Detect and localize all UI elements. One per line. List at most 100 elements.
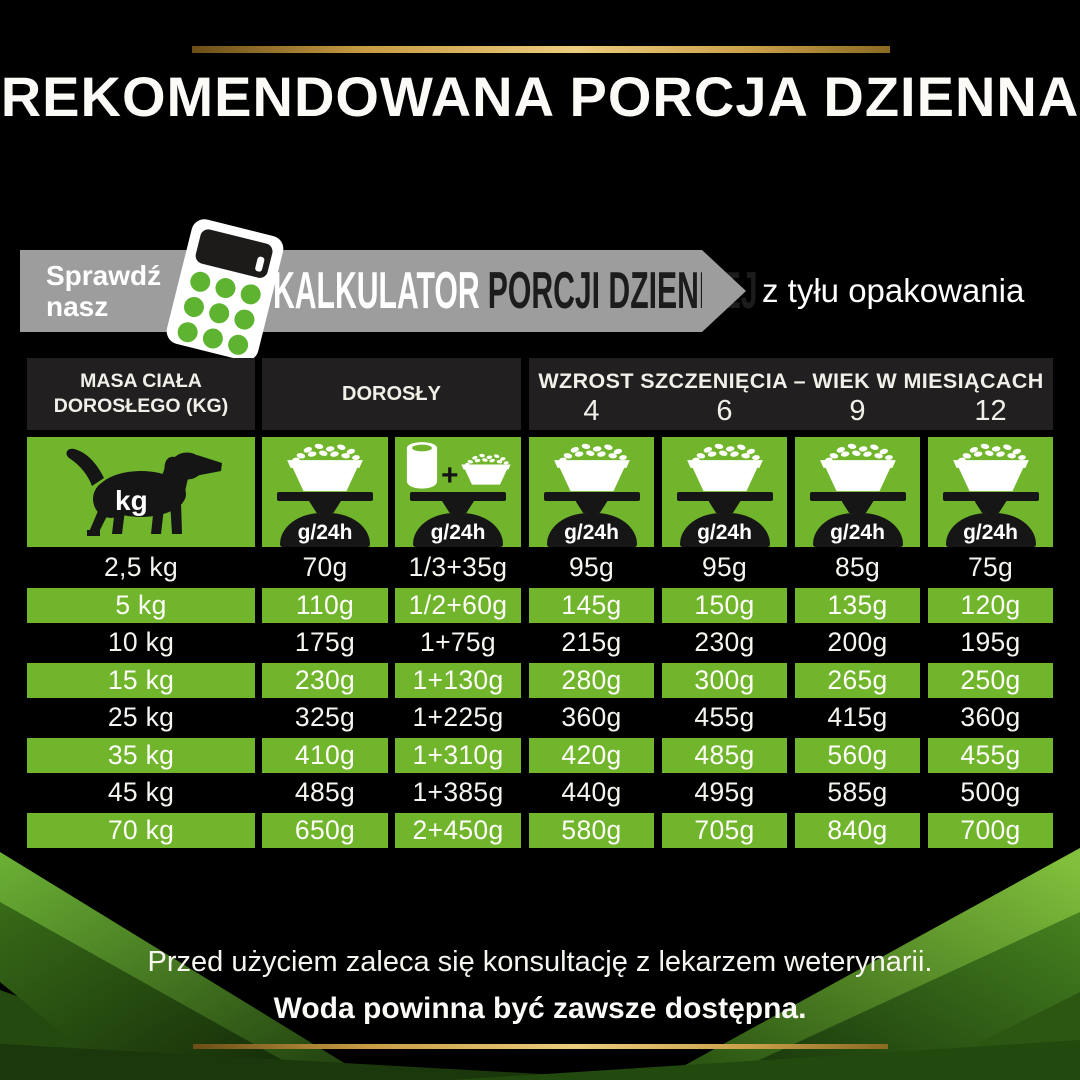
scale-dome: g/24h: [280, 513, 370, 547]
footer-water-note: Woda powinna być zawsze dostępna.: [273, 992, 807, 1025]
portion-value: 200g: [827, 627, 888, 657]
kibble-bowl-icon: [549, 442, 635, 492]
portion-value: 360g: [960, 702, 1021, 732]
portion-value: 1/2+60g: [395, 588, 521, 623]
adult-dry-cell: g/24h: [262, 437, 388, 547]
header-weight: MASA CIAŁA DOROSŁEGO (KG): [27, 358, 255, 430]
portion-value: 360g: [561, 702, 622, 732]
puppy-9m-cell: g/24h: [795, 437, 920, 547]
can-plus-bowl-scale-icon: + g/24h: [395, 437, 521, 547]
scale-dome: g/24h: [413, 513, 503, 547]
portion-value: 700g: [928, 813, 1053, 848]
weight-value: 2,5 kg: [104, 552, 178, 582]
scale-dome: g/24h: [945, 513, 1036, 547]
portion-value: 300g: [662, 663, 787, 698]
portion-value: 145g: [529, 588, 654, 623]
portion-value: 440g: [561, 777, 622, 807]
portion-value: 1+310g: [395, 738, 521, 773]
table-row: 2,5 kg 70g 1/3+35g 95g 95g 85g 75g: [27, 550, 1053, 585]
header-adult: DOROSŁY: [262, 358, 521, 430]
weight-value: 25 kg: [107, 702, 175, 732]
portion-value: 455g: [694, 702, 755, 732]
kibble-bowl-icon: [682, 442, 768, 492]
table-row: 25 kg 325g 1+225g 360g 455g 415g 360g: [27, 700, 1053, 735]
scale-dome: g/24h: [546, 513, 637, 547]
portion-value: 495g: [694, 777, 755, 807]
weight-value: 10 kg: [107, 627, 175, 657]
portion-value: 580g: [529, 813, 654, 848]
portion-value: 485g: [662, 738, 787, 773]
portion-value: 560g: [795, 738, 920, 773]
weight-value: 70 kg: [27, 813, 255, 848]
portion-value: 1+225g: [412, 702, 504, 732]
portion-value: 95g: [568, 552, 615, 582]
portion-value: 325g: [294, 702, 356, 732]
portion-value: 150g: [662, 588, 787, 623]
page-title: REKOMENDOWANA PORCJA DZIENNA: [0, 65, 1080, 128]
banner-check-text: Sprawdź nasz: [46, 260, 162, 322]
table-row: 10 kg 175g 1+75g 215g 230g 200g 195g: [27, 625, 1053, 660]
calculator-icon: [163, 216, 287, 364]
portion-value: 230g: [262, 663, 388, 698]
adult-mix-cell: + g/24h: [395, 437, 521, 547]
table-row: 5 kg 110g 1/2+60g 145g 150g 135g 120g: [27, 588, 1053, 623]
portion-value: 265g: [795, 663, 920, 698]
portion-value: 1+130g: [395, 663, 521, 698]
portion-value: 585g: [827, 777, 888, 807]
portion-value: 215g: [561, 627, 622, 657]
scale-dome: g/24h: [812, 513, 903, 547]
table-row: 45 kg 485g 1+385g 440g 495g 585g 500g: [27, 775, 1053, 810]
portion-value: 650g: [262, 813, 388, 848]
portion-value: 95g: [701, 552, 748, 582]
can-icon: [405, 440, 439, 490]
portion-value: 485g: [294, 777, 356, 807]
dog-weight-cell: kg: [27, 437, 255, 547]
weight-value: 45 kg: [107, 777, 175, 807]
portion-value: 75g: [967, 552, 1014, 582]
portion-value: 280g: [529, 663, 654, 698]
portion-value: 455g: [928, 738, 1053, 773]
portion-value: 120g: [928, 588, 1053, 623]
kibble-bowl-scale-icon: g/24h: [795, 437, 920, 547]
kibble-bowl-scale-icon: g/24h: [662, 437, 787, 547]
calculator-banner: Sprawdź nasz KALKULATOR PORCJI DZIENNEJ: [20, 216, 758, 364]
kibble-bowl-scale-icon: g/24h: [529, 437, 654, 547]
portion-value: 175g: [294, 627, 356, 657]
portion-value: 1+385g: [412, 777, 504, 807]
kibble-bowl-icon: [458, 449, 514, 489]
weight-value: 15 kg: [27, 663, 255, 698]
banner-calculator-title: KALKULATOR PORCJI DZIENNEJ: [273, 262, 758, 320]
portion-value: 195g: [960, 627, 1021, 657]
portion-value: 1+75g: [420, 627, 496, 657]
puppy-6m-cell: g/24h: [662, 437, 787, 547]
kibble-bowl-scale-icon: g/24h: [928, 437, 1053, 547]
portion-value: 500g: [960, 777, 1021, 807]
kibble-bowl-scale-icon: g/24h: [262, 437, 388, 547]
portion-value: 110g: [262, 588, 388, 623]
weight-value: 5 kg: [27, 588, 255, 623]
puppy-12m-cell: g/24h: [928, 437, 1053, 547]
table-row: 35 kg 410g 1+310g 420g 485g 560g 455g: [27, 738, 1053, 773]
portion-value: 85g: [834, 552, 881, 582]
kibble-bowl-icon: [815, 442, 901, 492]
portion-value: 705g: [662, 813, 787, 848]
gold-divider-bottom: [193, 1044, 888, 1049]
kg-label: kg: [115, 485, 148, 516]
calculator-keys: [175, 269, 263, 357]
header-puppy: WZROST SZCZENIĘCIA – WIEK W MIESIĄCACH 4…: [529, 358, 1053, 430]
kibble-bowl-icon: [282, 442, 368, 492]
portion-value: 415g: [827, 702, 888, 732]
portion-value: 420g: [529, 738, 654, 773]
kibble-bowl-icon: [948, 442, 1034, 492]
puppy-4m-cell: g/24h: [529, 437, 654, 547]
portion-value: 70g: [302, 552, 348, 582]
table-row: 15 kg 230g 1+130g 280g 300g 265g 250g: [27, 663, 1053, 698]
table-row: 70 kg 650g 2+450g 580g 705g 840g 700g: [27, 813, 1053, 848]
plus-sign: +: [441, 459, 459, 492]
portion-value: 250g: [928, 663, 1053, 698]
portion-value: 135g: [795, 588, 920, 623]
banner-suffix-text: z tyłu opakowania: [762, 272, 1025, 309]
portion-value: 230g: [694, 627, 755, 657]
gold-divider-top: [192, 46, 890, 53]
